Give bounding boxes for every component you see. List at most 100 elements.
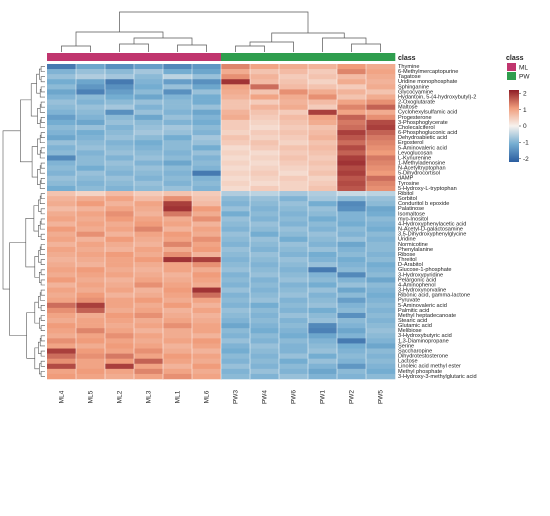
heatmap-cell	[76, 191, 106, 197]
heatmap-cell	[163, 287, 193, 293]
heatmap-cell	[366, 135, 396, 141]
heatmap-cell	[47, 318, 77, 324]
heatmap-cell	[105, 114, 135, 121]
heatmap-cell	[366, 302, 396, 309]
heatmap-cell	[366, 358, 396, 365]
heatmap-cell	[308, 338, 338, 344]
heatmap-cell	[366, 307, 396, 314]
heatmap-cell	[105, 104, 135, 111]
heatmap-cell	[163, 140, 193, 146]
heatmap-cell	[337, 353, 367, 359]
heatmap-cell	[47, 262, 77, 268]
heatmap-cell	[250, 104, 280, 111]
heatmap-cell	[47, 196, 77, 202]
heatmap-cell	[105, 338, 135, 344]
heatmap-cell	[366, 272, 396, 278]
heatmap-cell	[163, 262, 193, 268]
heatmap-cell	[134, 368, 164, 375]
row-label: Ribose	[398, 252, 415, 258]
heatmap-cell	[134, 84, 164, 90]
heatmap-cell	[250, 114, 280, 121]
row-label: 5-Aminovaleric acid	[398, 145, 447, 151]
heatmap-cell	[279, 338, 309, 344]
heatmap-cell	[250, 307, 280, 314]
heatmap-cell	[47, 287, 77, 293]
heatmap-cell	[47, 206, 77, 212]
heatmap-cell	[47, 201, 77, 207]
heatmap-cell	[221, 180, 251, 187]
heatmap-cell	[76, 343, 106, 349]
heatmap-cell	[279, 333, 309, 339]
heatmap-cell	[105, 323, 135, 329]
heatmap-cell	[134, 267, 164, 273]
heatmap-cell	[279, 94, 309, 100]
row-label: 3-Hydroxynorvaline	[398, 288, 446, 294]
heatmap-cell	[192, 196, 222, 202]
heatmap-cell	[366, 363, 396, 370]
heatmap-cell	[250, 64, 280, 70]
heatmap-cell	[163, 180, 193, 187]
heatmap-cell	[163, 358, 193, 365]
heatmap-cell	[308, 211, 338, 217]
heatmap-cell	[308, 165, 338, 171]
heatmap-cell	[366, 124, 396, 131]
heatmap-cell	[134, 262, 164, 268]
heatmap-cell	[221, 170, 251, 177]
heatmap-cell	[105, 74, 135, 80]
row-label: Ergosterol	[398, 140, 424, 146]
heatmap-cell	[192, 104, 222, 111]
heatmap-cell	[163, 185, 193, 192]
heatmap-cell	[250, 124, 280, 131]
heatmap-cell	[163, 216, 193, 222]
heatmap-cell	[105, 343, 135, 349]
heatmap-cell	[76, 287, 106, 293]
heatmap-cell	[134, 302, 164, 309]
heatmap-cell	[192, 180, 222, 187]
heatmap-cell	[105, 79, 135, 85]
heatmap-cell	[279, 297, 309, 304]
heatmap-cell	[163, 104, 193, 111]
heatmap-cell	[163, 312, 193, 319]
heatmap-cell	[192, 318, 222, 324]
heatmap-cell	[250, 155, 280, 161]
heatmap-cell	[47, 119, 77, 126]
heatmap-cell	[308, 302, 338, 309]
row-label: 5-Hydroxy-L-tryptophan	[398, 186, 457, 192]
heatmap-cell	[134, 191, 164, 197]
heatmap-cell	[308, 135, 338, 141]
color-scale-tick-label: 1	[523, 107, 527, 114]
row-label: D-Arabitol	[398, 262, 423, 268]
heatmap-cell	[308, 368, 338, 375]
column-label: PW4	[262, 390, 269, 404]
heatmap-cell	[47, 272, 77, 278]
heatmap-cell	[163, 363, 193, 370]
heatmap-cell	[337, 246, 367, 253]
heatmap-cell	[366, 231, 396, 238]
heatmap-cell	[366, 165, 396, 171]
heatmap-cell	[250, 236, 280, 243]
row-label: 6-Phosphogluconic acid	[398, 130, 457, 136]
heatmap-cell	[221, 328, 251, 334]
heatmap-cell	[76, 368, 106, 375]
heatmap-cell	[250, 79, 280, 85]
heatmap-cell	[337, 180, 367, 187]
heatmap-cell	[76, 124, 106, 131]
heatmap-cell	[192, 191, 222, 197]
heatmap-cell	[105, 277, 135, 283]
heatmap-cell	[163, 231, 193, 238]
heatmap-cell	[221, 231, 251, 238]
class-annotation-cell	[47, 53, 77, 61]
heatmap-cell	[163, 302, 193, 309]
heatmap-cell	[192, 216, 222, 222]
heatmap-cell	[279, 206, 309, 212]
color-scale-tick-label: -2	[523, 156, 529, 163]
heatmap-cell	[134, 201, 164, 207]
heatmap-cell	[308, 363, 338, 370]
heatmap-cell	[163, 84, 193, 90]
heatmap-cell	[47, 104, 77, 111]
heatmap-cell	[337, 231, 367, 238]
heatmap-cell	[337, 267, 367, 273]
heatmap-cell	[221, 165, 251, 171]
heatmap-cell	[366, 201, 396, 207]
heatmap-cell	[250, 165, 280, 171]
